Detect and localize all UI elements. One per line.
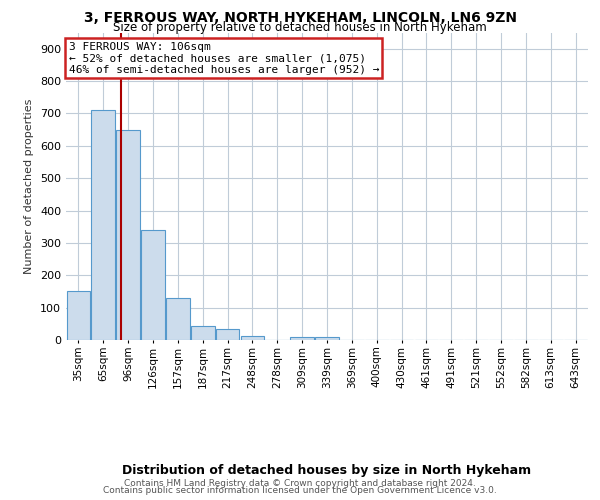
Y-axis label: Number of detached properties: Number of detached properties <box>25 98 34 274</box>
Bar <box>191 326 215 340</box>
Text: 3, FERROUS WAY, NORTH HYKEHAM, LINCOLN, LN6 9ZN: 3, FERROUS WAY, NORTH HYKEHAM, LINCOLN, … <box>83 11 517 25</box>
Bar <box>116 130 140 340</box>
Bar <box>241 336 264 340</box>
Bar <box>91 110 115 340</box>
Bar <box>166 298 190 340</box>
Bar <box>216 328 239 340</box>
Bar <box>67 292 90 340</box>
Bar <box>290 338 314 340</box>
Bar <box>315 338 339 340</box>
Bar <box>141 230 165 340</box>
Text: Contains HM Land Registry data © Crown copyright and database right 2024.: Contains HM Land Registry data © Crown c… <box>124 478 476 488</box>
X-axis label: Distribution of detached houses by size in North Hykeham: Distribution of detached houses by size … <box>122 464 532 477</box>
Text: 3 FERROUS WAY: 106sqm
← 52% of detached houses are smaller (1,075)
46% of semi-d: 3 FERROUS WAY: 106sqm ← 52% of detached … <box>68 42 379 75</box>
Text: Contains public sector information licensed under the Open Government Licence v3: Contains public sector information licen… <box>103 486 497 495</box>
Text: Size of property relative to detached houses in North Hykeham: Size of property relative to detached ho… <box>113 21 487 34</box>
